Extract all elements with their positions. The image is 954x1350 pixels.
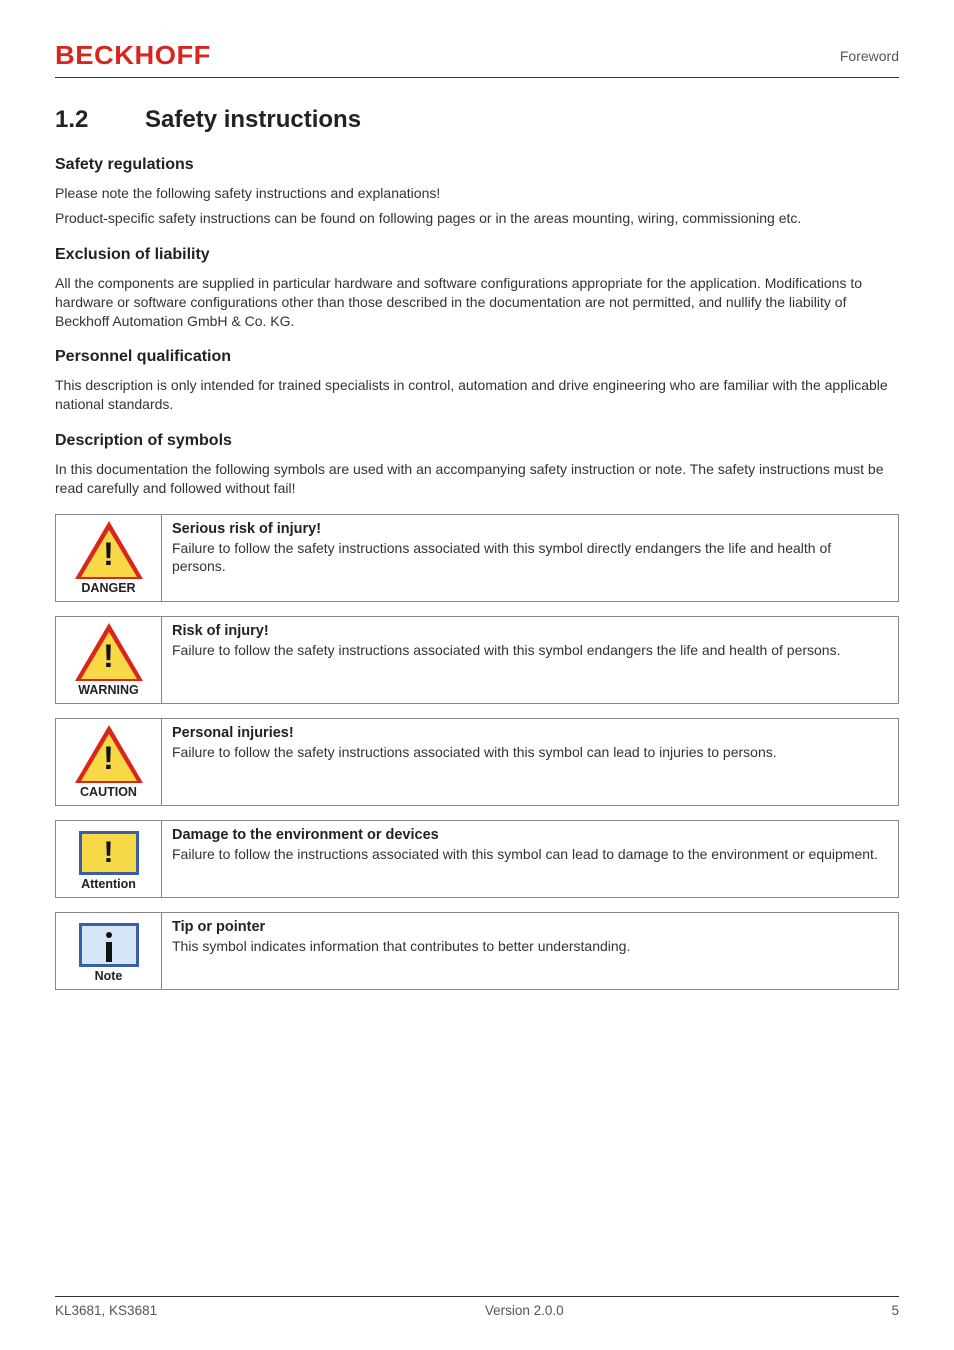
symbol-caption: Attention (81, 877, 136, 891)
page-header: BECKHOFF Foreword (55, 40, 899, 71)
body-paragraph: Please note the following safety instruc… (55, 184, 899, 203)
warning-triangle-icon: ! (75, 623, 143, 681)
brand-logo: BECKHOFF (55, 40, 211, 71)
subsection-heading: Exclusion of liability (55, 246, 899, 264)
symbol-description: This symbol indicates information that c… (172, 937, 888, 955)
symbol-title: Risk of injury! (172, 623, 888, 639)
symbol-description: Failure to follow the instructions assoc… (172, 845, 888, 863)
symbol-description: Failure to follow the safety instruction… (172, 743, 888, 761)
symbol-description: Failure to follow the safety instruction… (172, 539, 888, 575)
symbol-box: ! DANGER Serious risk of injury! Failure to… (55, 514, 899, 602)
symbol-caption: WARNING (78, 683, 138, 697)
attention-icon: ! (79, 831, 139, 875)
footer-center: Version 2.0.0 (485, 1303, 564, 1318)
body-paragraph: This description is only intended for tr… (55, 376, 899, 414)
symbol-title: Damage to the environment or devices (172, 827, 888, 843)
footer-left: KL3681, KS3681 (55, 1303, 157, 1318)
subsection-heading: Safety regulations (55, 156, 899, 174)
page-footer: KL3681, KS3681 Version 2.0.0 5 (55, 1296, 899, 1318)
symbol-text-cell: Tip or pointer This symbol indicates info… (161, 913, 898, 989)
symbol-icon-cell: ! Attention (56, 821, 161, 897)
warning-triangle-icon: ! (75, 521, 143, 579)
symbol-description: Failure to follow the safety instruction… (172, 641, 888, 659)
symbol-box: ! WARNING Risk of injury! Failure to follow… (55, 616, 899, 704)
symbol-box: Note Tip or pointer This symbol indicates … (55, 912, 899, 990)
header-section-label: Foreword (840, 48, 899, 64)
symbol-text-cell: Serious risk of injury! Failure to follow… (161, 515, 898, 601)
body-paragraph: All the components are supplied in parti… (55, 274, 899, 331)
symbol-text-cell: Damage to the environment or devices Fail… (161, 821, 898, 897)
symbol-box: ! CAUTION Personal injuries! Failure to fol… (55, 718, 899, 806)
symbol-title: Personal injuries! (172, 725, 888, 741)
subsection-heading: Personnel qualification (55, 348, 899, 366)
section-title: Safety instructions (145, 106, 361, 133)
section-number: 1.2 (55, 106, 145, 134)
body-paragraph: In this documentation the following symb… (55, 460, 899, 498)
footer-right: 5 (891, 1303, 899, 1318)
symbol-icon-cell: ! WARNING (56, 617, 161, 703)
warning-triangle-icon: ! (75, 725, 143, 783)
symbol-icon-cell: ! DANGER (56, 515, 161, 601)
header-rule (55, 77, 899, 78)
symbol-icon-cell: Note (56, 913, 161, 989)
content-blocks: Safety regulations Please note the follow… (55, 156, 899, 498)
footer-rule (55, 1296, 899, 1297)
symbol-text-cell: Personal injuries! Failure to follow the … (161, 719, 898, 805)
body-paragraph: Product-specific safety instructions can… (55, 209, 899, 228)
symbol-text-cell: Risk of injury! Failure to follow the saf… (161, 617, 898, 703)
symbol-title: Tip or pointer (172, 919, 888, 935)
symbol-caption: CAUTION (80, 785, 137, 799)
symbol-icon-cell: ! CAUTION (56, 719, 161, 805)
subsection-heading: Description of symbols (55, 432, 899, 450)
section-heading: 1.2Safety instructions (55, 106, 899, 134)
symbol-caption: Note (95, 969, 123, 983)
symbol-box: ! Attention Damage to the environment or d… (55, 820, 899, 898)
symbol-title: Serious risk of injury! (172, 521, 888, 537)
info-icon (79, 923, 139, 967)
symbol-caption: DANGER (81, 581, 135, 595)
symbol-boxes: ! DANGER Serious risk of injury! Failure to… (55, 514, 899, 990)
